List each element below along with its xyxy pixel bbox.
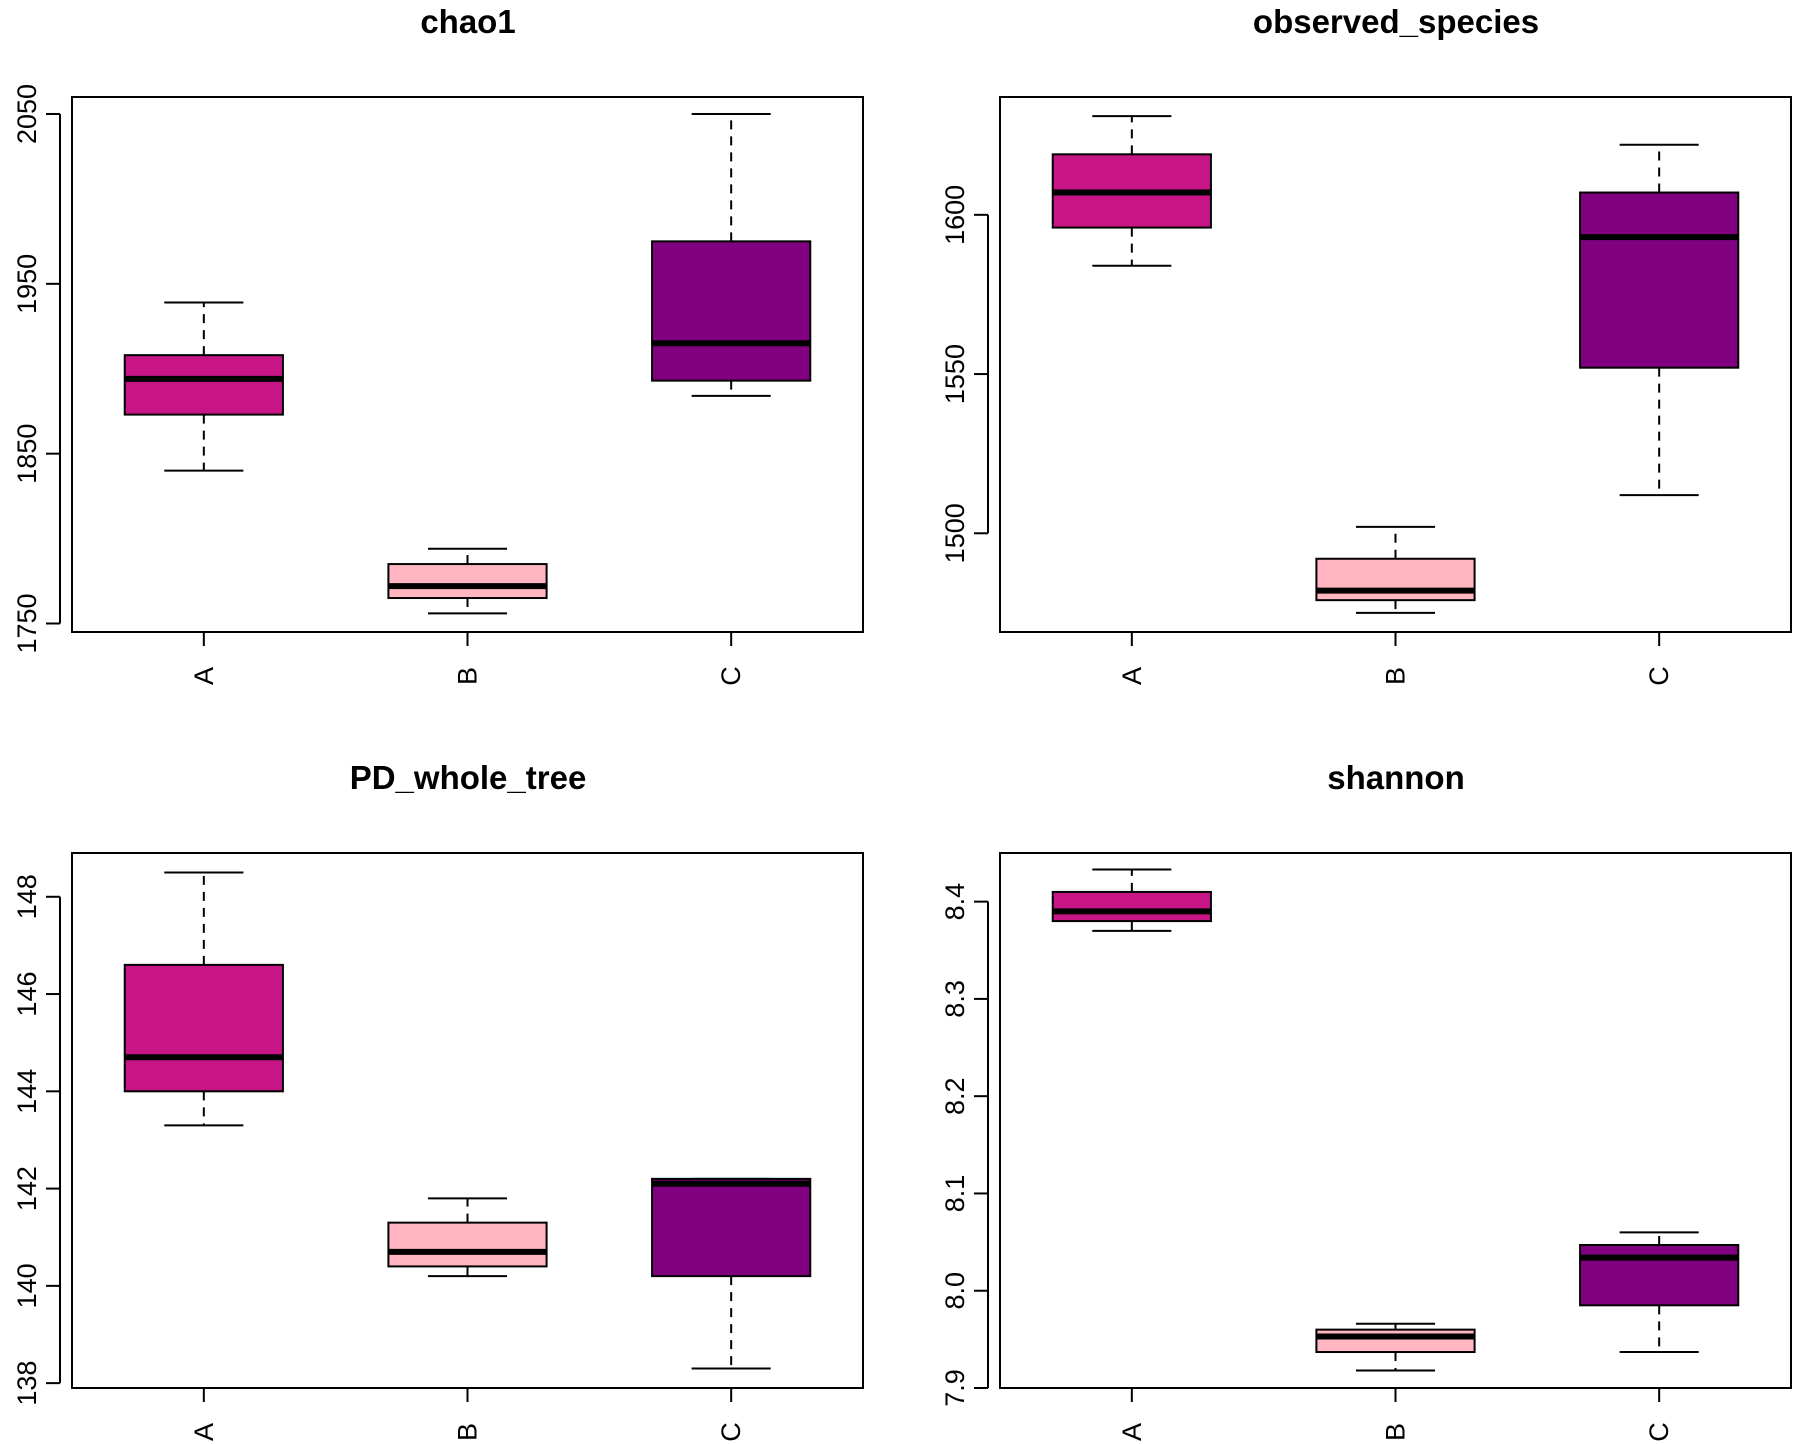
x-tick-label-chao1-a: A — [189, 667, 219, 685]
box-chao1-a — [123, 354, 284, 416]
x-tick-label-shannon-b: B — [1381, 1423, 1411, 1441]
box-shannon-a — [1051, 890, 1212, 923]
x-tick-label-chao1-c: C — [716, 666, 746, 686]
panel-title-shannon: shannon — [1327, 759, 1465, 796]
box-shannon-c — [1579, 1244, 1740, 1307]
box-chao1-b — [387, 563, 548, 600]
y-tick-label-shannon: 8.1 — [940, 1175, 970, 1213]
y-tick-label-observed-species: 1600 — [940, 185, 970, 245]
y-tick-label-shannon: 7.9 — [940, 1369, 970, 1407]
x-tick-label-observed-species-a: A — [1117, 667, 1147, 685]
y-tick-label-pd-whole-tree: 144 — [12, 1069, 42, 1114]
panel-pd-whole-tree: PD_whole_tree 138 140 142 144 146 148 A B C — [12, 759, 864, 1442]
y-tick-label-shannon: 8.0 — [940, 1272, 970, 1310]
x-tick-label-pd-whole-tree-b: B — [453, 1423, 483, 1441]
panel-title-chao1: chao1 — [420, 3, 515, 40]
x-tick-label-observed-species-b: B — [1381, 667, 1411, 685]
x-tick-label-pd-whole-tree-a: A — [189, 1423, 219, 1441]
x-tick-label-shannon-c: C — [1644, 1422, 1674, 1442]
y-tick-label-chao1: 1850 — [12, 424, 42, 484]
x-tick-label-observed-species-c: C — [1644, 666, 1674, 686]
y-tick-label-shannon: 8.2 — [940, 1077, 970, 1115]
y-tick-label-pd-whole-tree: 148 — [12, 874, 42, 919]
box-observed-species-b — [1315, 557, 1476, 602]
panel-observed-species: observed_species 1500 1550 1600 A B C — [940, 3, 1792, 686]
box-chao1-c — [651, 240, 812, 382]
plot-frame-shannon — [999, 852, 1792, 1389]
box-shannon-b — [1315, 1328, 1476, 1354]
panel-title-observed-species: observed_species — [1253, 3, 1539, 40]
y-tick-label-chao1: 1750 — [12, 593, 42, 653]
x-tick-label-chao1-b: B — [453, 667, 483, 685]
panel-title-pd-whole-tree: PD_whole_tree — [350, 759, 587, 796]
y-tick-label-observed-species: 1500 — [940, 503, 970, 563]
y-tick-label-shannon: 8.4 — [940, 883, 970, 921]
y-tick-label-observed-species: 1550 — [940, 344, 970, 404]
box-pd-whole-tree-c — [651, 1177, 812, 1278]
box-pd-whole-tree-b — [387, 1221, 548, 1268]
y-tick-label-chao1: 2050 — [12, 84, 42, 144]
y-tick-label-pd-whole-tree: 142 — [12, 1166, 42, 1211]
box-pd-whole-tree-a — [123, 963, 284, 1093]
y-tick-label-pd-whole-tree: 146 — [12, 972, 42, 1017]
plot-frame-pd-whole-tree — [71, 852, 864, 1389]
box-observed-species-c — [1579, 191, 1740, 369]
y-tick-label-shannon: 8.3 — [940, 980, 970, 1018]
x-tick-label-pd-whole-tree-c: C — [716, 1422, 746, 1442]
panel-chao1: chao1 1750 1850 1950 2050 A B C — [12, 3, 864, 686]
y-tick-label-pd-whole-tree: 138 — [12, 1361, 42, 1406]
panel-shannon: shannon 7.9 8.0 8.1 8.2 8.3 8.4 A B C — [940, 759, 1792, 1442]
y-tick-label-chao1: 1950 — [12, 254, 42, 314]
x-tick-label-shannon-a: A — [1117, 1423, 1147, 1441]
y-tick-label-pd-whole-tree: 140 — [12, 1263, 42, 1308]
